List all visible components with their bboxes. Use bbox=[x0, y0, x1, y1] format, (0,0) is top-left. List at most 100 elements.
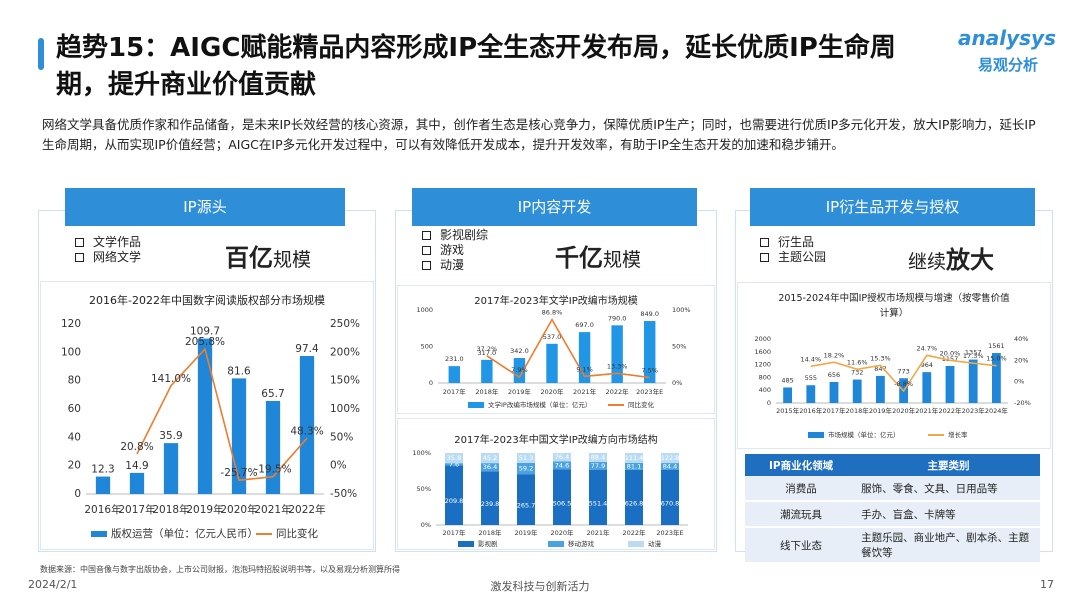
value-label: 48.3% bbox=[290, 425, 323, 437]
value-label: 239.8 bbox=[481, 500, 500, 508]
y-tick-label: 800 bbox=[759, 373, 771, 381]
value-label: 20.8% bbox=[120, 441, 153, 453]
bar bbox=[578, 332, 591, 383]
x-tick-label: 2018年 bbox=[846, 406, 870, 415]
value-label: 849.0 bbox=[640, 310, 659, 318]
value-label: 65.7 bbox=[261, 388, 284, 400]
x-tick-label: 2021年 bbox=[915, 406, 939, 415]
x-tick-label: 2022年 bbox=[622, 528, 646, 537]
item: 衍生品 bbox=[760, 235, 826, 250]
table-cell: 服饰、零食、文具、日用品等 bbox=[857, 476, 1040, 502]
slide-title: 趋势15：AIGC赋能精品内容形成IP全生态开发布局，延长优质IP生命周期，提升… bbox=[56, 33, 896, 100]
bar-segment bbox=[625, 462, 643, 470]
value-label: 81.1 bbox=[627, 462, 641, 470]
bar-segment bbox=[445, 453, 463, 464]
value-label: 88.4 bbox=[591, 453, 605, 461]
x-tick-label: 2017年 bbox=[822, 406, 846, 415]
bar bbox=[991, 353, 1001, 403]
x-tick-label: 2020年 bbox=[220, 503, 257, 516]
value-label: 551.4 bbox=[589, 499, 608, 507]
scale: 百亿规模 bbox=[225, 238, 311, 273]
panel-header: IP源头 bbox=[65, 188, 345, 226]
y-tick-label: 100% bbox=[412, 449, 431, 457]
value-label: 76.4 bbox=[555, 453, 569, 461]
x-tick-label: 2016年 bbox=[799, 406, 823, 415]
value-label: 1561 bbox=[988, 342, 1005, 350]
bar bbox=[829, 382, 839, 403]
y2-tick-label: 150% bbox=[330, 375, 360, 387]
legend-label: 动漫 bbox=[648, 539, 662, 548]
value-label: 45.2 bbox=[483, 454, 497, 462]
bar-segment bbox=[661, 453, 679, 464]
y2-tick-label: 100% bbox=[672, 306, 691, 314]
logo-cn: 易观分析 bbox=[978, 56, 1039, 74]
x-tick-label: 2017年 bbox=[443, 387, 467, 396]
x-tick-label: 2017年 bbox=[442, 528, 466, 537]
date: 2024/2/1 bbox=[28, 578, 78, 591]
value-label: 506.5 bbox=[553, 499, 572, 507]
value-label: 697.0 bbox=[575, 321, 594, 329]
bar-segment bbox=[445, 465, 463, 525]
bar bbox=[448, 366, 460, 383]
bar bbox=[95, 476, 111, 494]
bar-segment bbox=[625, 453, 643, 463]
table-cell: 潮流玩具 bbox=[745, 501, 858, 528]
value-label: 1157 bbox=[942, 355, 959, 363]
panel-header: IP内容开发 bbox=[412, 188, 697, 226]
y-tick-label: 500 bbox=[421, 343, 433, 351]
bar bbox=[968, 359, 978, 403]
y-tick-label: 40 bbox=[68, 431, 81, 443]
value-label: 626.8 bbox=[625, 499, 644, 507]
item: 游戏 bbox=[422, 243, 488, 258]
y2-tick-label: 0% bbox=[672, 379, 682, 387]
x-tick-label: 2022年 bbox=[288, 503, 325, 516]
value-label: 537.0 bbox=[543, 333, 562, 341]
value-label: 84.4 bbox=[663, 463, 677, 471]
chart-title: 2015-2024年中国IP授权市场规模与增速（按零售价值计算） bbox=[778, 293, 1010, 319]
x-tick-label: 2024年 bbox=[985, 406, 1009, 415]
value-label: 231.0 bbox=[445, 355, 464, 363]
value-label: 14.9 bbox=[125, 460, 148, 472]
value-label: 9.1% bbox=[576, 365, 593, 373]
bar-segment bbox=[661, 463, 679, 470]
x-tick-label: 2020年 bbox=[540, 387, 564, 396]
x-tick-label: 2019年 bbox=[514, 528, 538, 537]
x-tick-label: 2021年 bbox=[573, 387, 597, 396]
value-label: 17.3% bbox=[963, 352, 984, 360]
table-cell: 线下业态 bbox=[745, 527, 858, 564]
y2-tick-label: 20% bbox=[1014, 356, 1028, 364]
value-label: 35.9 bbox=[159, 430, 182, 442]
value-label: 555 bbox=[805, 374, 817, 382]
chart: 2017年-2023年中国文学IP改编方向市场结构 0% 50% 100% 2017年… bbox=[397, 418, 715, 550]
y-tick-label: 100 bbox=[61, 346, 81, 358]
item-list: 文学作品 网络文学 bbox=[75, 235, 141, 265]
table-header: IP商业化领域 bbox=[745, 454, 858, 476]
item-list: 衍生品 主题公园 bbox=[760, 235, 826, 265]
line bbox=[136, 347, 308, 482]
accent-bar bbox=[38, 38, 44, 70]
bar bbox=[783, 387, 793, 403]
x-tick-label: 2016年 bbox=[84, 503, 121, 516]
x-tick-label: 2018年 bbox=[475, 387, 499, 396]
legend-label: 版权运营（单位：亿元人民币） bbox=[111, 527, 258, 540]
bar-segment bbox=[445, 463, 463, 466]
chart: 2017年-2023年文学IP改编市场规模 0 500 1000 0% 50% 100% 2… bbox=[397, 285, 715, 414]
chart-svg: 0 500 1000 0% 50% 100% 2017年 2018年 2019年 2020年 202… bbox=[416, 306, 691, 409]
scale-strong: 千亿 bbox=[555, 244, 603, 272]
y-tick-label: 50% bbox=[417, 485, 431, 493]
y2-tick-label: 40% bbox=[1014, 335, 1028, 343]
bar-segment bbox=[625, 469, 643, 525]
bar-segment bbox=[553, 469, 571, 525]
bar bbox=[875, 375, 885, 403]
y-tick-label: 1600 bbox=[754, 348, 771, 356]
value-label: 7.5% bbox=[641, 367, 658, 375]
table-wrap: IP商业化领域 主要类别 消费品 服饰、零食、文具、日用品等 潮流玩具 手办、盲盒、卡… bbox=[745, 454, 1040, 564]
bar-segment bbox=[553, 453, 571, 462]
bar bbox=[644, 321, 656, 383]
y-tick-label: 2000 bbox=[754, 335, 771, 343]
y2-tick-label: 200% bbox=[330, 346, 360, 358]
bar-segment bbox=[481, 471, 499, 525]
bar bbox=[852, 379, 862, 403]
value-label: 109.7 bbox=[190, 326, 220, 338]
y-tick-label: 0 bbox=[74, 488, 81, 500]
